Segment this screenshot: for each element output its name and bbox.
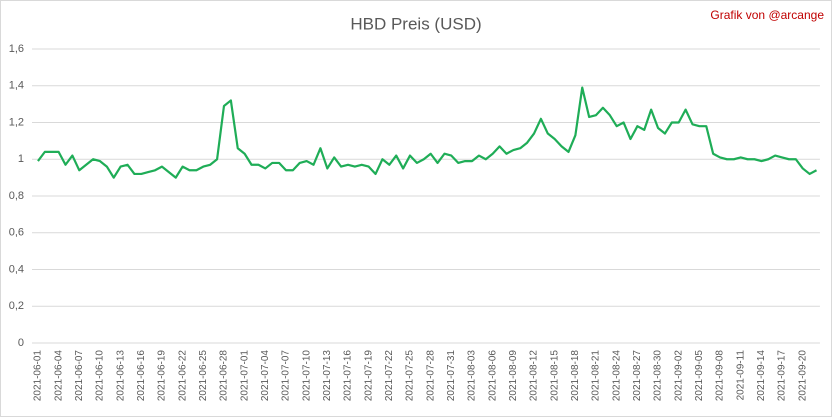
x-tick-label: 2021-08-24 <box>611 350 622 402</box>
x-tick-label: 2021-06-01 <box>33 350 44 402</box>
x-tick-label: 2021-08-15 <box>549 350 560 402</box>
x-tick-label: 2021-08-30 <box>653 350 664 402</box>
y-tick-label: 1,6 <box>9 43 24 55</box>
x-tick-label: 2021-07-25 <box>405 350 416 402</box>
x-tick-label: 2021-06-22 <box>177 350 188 402</box>
y-tick-label: 0,4 <box>9 263 24 275</box>
x-tick-label: 2021-08-06 <box>487 350 498 402</box>
x-tick-label: 2021-07-07 <box>281 350 292 402</box>
y-tick-label: 0,8 <box>9 190 24 202</box>
y-tick-label: 0 <box>18 337 24 349</box>
y-tick-label: 1,2 <box>9 116 24 128</box>
x-tick-label: 2021-09-20 <box>797 350 808 402</box>
x-tick-label: 2021-06-16 <box>136 350 147 402</box>
x-tick-label: 2021-06-19 <box>157 350 168 402</box>
x-tick-label: 2021-09-11 <box>735 350 746 401</box>
data-line <box>37 86 818 179</box>
x-tick-label: 2021-07-10 <box>301 350 312 402</box>
x-tick-label: 2021-07-16 <box>343 350 354 402</box>
x-tick-label: 2021-08-27 <box>632 350 643 402</box>
x-tick-label: 2021-08-03 <box>467 350 478 402</box>
x-tick-label: 2021-06-13 <box>115 350 126 402</box>
x-tick-label: 2021-09-05 <box>694 350 705 402</box>
x-tick-label: 2021-07-22 <box>384 350 395 402</box>
x-tick-label: 2021-07-28 <box>425 350 436 402</box>
x-tick-label: 2021-08-09 <box>508 350 519 402</box>
x-tick-label: 2021-09-02 <box>673 350 684 402</box>
y-tick-label: 0,2 <box>9 300 24 312</box>
y-tick-label: 0,6 <box>9 227 24 239</box>
x-tick-label: 2021-07-01 <box>239 350 250 402</box>
x-tick-label: 2021-07-13 <box>322 350 333 402</box>
y-tick-label: 1,4 <box>9 80 24 92</box>
annotation: Grafik von @arcange <box>710 8 824 22</box>
chart-title: HBD Preis (USD) <box>350 14 481 33</box>
x-tick-label: 2021-09-08 <box>715 350 726 402</box>
x-tick-label: 2021-08-12 <box>529 350 540 402</box>
y-tick-label: 1 <box>18 153 24 165</box>
x-tick-label: 2021-09-17 <box>777 350 788 402</box>
x-tick-label: 2021-06-25 <box>198 350 209 402</box>
x-tick-label: 2021-06-10 <box>95 350 106 402</box>
x-tick-label: 2021-06-07 <box>74 350 85 402</box>
x-tick-label: 2021-06-04 <box>53 350 64 402</box>
x-tick-label: 2021-09-14 <box>756 350 767 402</box>
x-tick-label: 2021-06-28 <box>219 350 230 402</box>
x-tick-label: 2021-07-31 <box>446 350 457 402</box>
x-tick-label: 2021-07-04 <box>260 350 271 402</box>
x-tick-label: 2021-08-18 <box>570 350 581 402</box>
x-tick-label: 2021-07-19 <box>363 350 374 402</box>
x-tick-label: 2021-08-21 <box>591 350 602 402</box>
